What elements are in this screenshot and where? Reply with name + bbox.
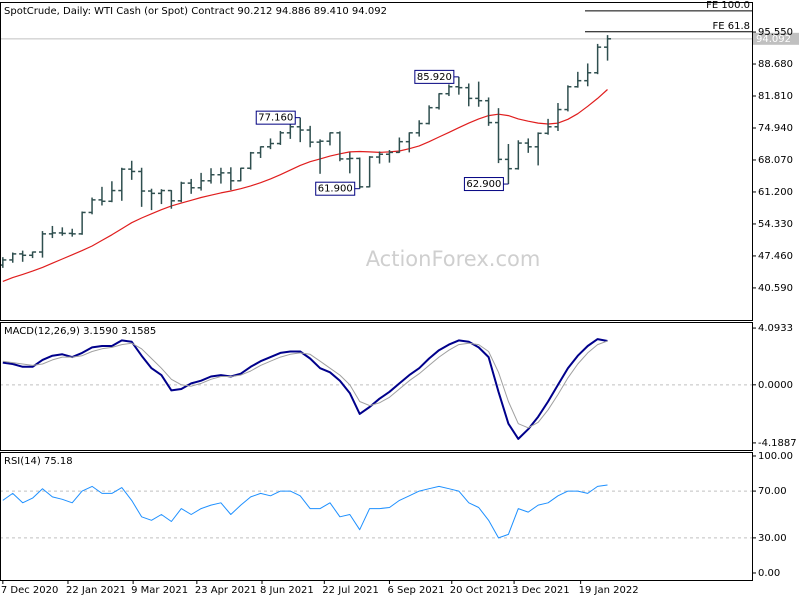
y-tick-label: 100.00	[758, 451, 793, 462]
x-tick-label: 7 Dec 2020	[1, 585, 59, 596]
y-tick-label: 68.070	[758, 155, 793, 166]
y-tick-label: 0.0000	[758, 380, 793, 391]
y-tick-label: 95.550	[758, 27, 793, 38]
y-tick-label: 74.940	[758, 123, 793, 134]
x-tick-label: 22 Jan 2021	[66, 585, 126, 596]
annotation: 85.920	[414, 69, 459, 84]
indicator-line	[2, 484, 608, 539]
y-tick-label: 47.460	[758, 251, 793, 262]
annotation-label: 77.160	[258, 113, 293, 124]
annotation: 61.900	[315, 181, 360, 196]
y-tick-label: 0.00	[758, 568, 780, 579]
x-tick-label: 22 Jul 2021	[322, 585, 379, 596]
indicator-line	[2, 338, 608, 440]
x-tick-label: 9 Mar 2021	[131, 585, 188, 596]
annotation-label: 85.920	[417, 72, 452, 83]
annotation-label: 61.900	[318, 184, 353, 195]
annotation: 62.900	[463, 177, 509, 192]
signal-line	[2, 340, 608, 429]
y-tick-label: 30.00	[758, 533, 787, 544]
panel-frame	[0, 2, 753, 321]
fib-label: FE 100.0	[706, 0, 750, 11]
x-tick-label: 23 Apr 2021	[195, 585, 257, 596]
moving-average	[2, 89, 608, 282]
annotation: 77.160	[255, 110, 301, 125]
y-tick-label: 88.680	[758, 59, 793, 70]
panel-frame	[0, 322, 753, 451]
annotation-label: 62.900	[466, 179, 501, 190]
x-tick-label: 6 Sep 2021	[387, 585, 444, 596]
watermark: ActionForex.com	[366, 247, 541, 271]
last-price-label: 94.092	[756, 34, 791, 45]
x-tick-label: 19 Jan 2022	[579, 585, 639, 596]
y-tick-label: 70.00	[758, 486, 787, 497]
panel-title: MACD(12,26,9) 3.1590 3.1585	[4, 326, 156, 337]
x-tick-label: 20 Oct 2021	[450, 585, 512, 596]
x-tick-label: 8 Jun 2021	[260, 585, 314, 596]
panel-title: SpotCrude, Daily: WTI Cash (or Spot) Con…	[4, 6, 387, 17]
y-tick-label: 4.0933	[758, 323, 793, 334]
fib-label: FE 61.8	[712, 21, 750, 32]
y-tick-label: 81.810	[758, 91, 793, 102]
panel-title: RSI(14) 75.18	[4, 456, 73, 467]
last-price-box	[753, 32, 799, 45]
y-tick-label: 40.590	[758, 283, 793, 294]
y-tick-label: 61.200	[758, 187, 793, 198]
x-tick-label: 3 Dec 2021	[512, 585, 570, 596]
panel-frame	[0, 452, 753, 581]
y-tick-label: 54.330	[758, 219, 793, 230]
y-tick-label: -4.1887	[758, 438, 797, 449]
